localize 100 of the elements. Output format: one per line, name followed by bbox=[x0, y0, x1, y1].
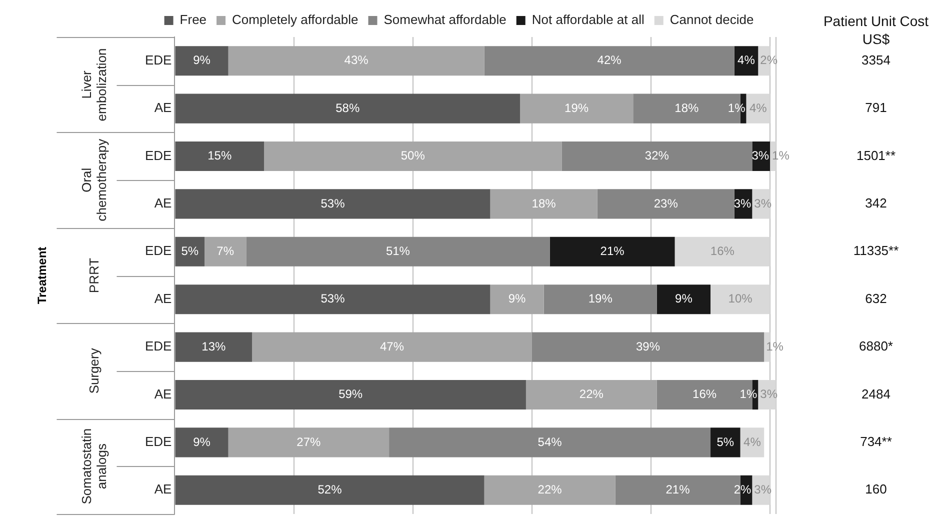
bar bbox=[246, 236, 550, 266]
bar bbox=[175, 332, 252, 362]
data-label: 43% bbox=[344, 53, 369, 68]
data-label: 52% bbox=[318, 482, 342, 496]
bar bbox=[175, 46, 228, 76]
bar bbox=[484, 46, 734, 76]
data-label: 58% bbox=[336, 100, 360, 115]
bar bbox=[228, 428, 390, 458]
data-label: 13% bbox=[202, 339, 226, 354]
bar bbox=[204, 236, 246, 266]
y-tick-label: AE bbox=[154, 196, 172, 211]
bar bbox=[520, 94, 634, 124]
data-label: 5% bbox=[181, 244, 199, 258]
data-label: 3% bbox=[754, 196, 772, 210]
bar bbox=[484, 475, 616, 505]
data-label: 21% bbox=[666, 482, 690, 496]
text: 791 bbox=[865, 100, 887, 116]
legend-label: Cannot decide bbox=[670, 12, 754, 28]
data-label: 16% bbox=[692, 387, 717, 402]
legend-label: Somewhat affordable bbox=[384, 12, 506, 28]
bar bbox=[710, 284, 770, 314]
text: 342 bbox=[865, 196, 887, 211]
data-label: 9% bbox=[193, 434, 211, 449]
text: 3354 bbox=[862, 52, 890, 68]
text: 160 bbox=[865, 482, 887, 497]
y-tick-label: AE bbox=[154, 386, 172, 402]
bar bbox=[264, 141, 562, 172]
data-label: 50% bbox=[400, 148, 426, 163]
text: 2484 bbox=[862, 386, 890, 402]
bar bbox=[175, 475, 484, 505]
data-label: 18% bbox=[532, 196, 556, 210]
data-label: 19% bbox=[588, 292, 613, 306]
text: PRRT bbox=[86, 258, 102, 294]
text: Patient Unit Cost US$ bbox=[823, 12, 929, 47]
y-tick-label: EDE bbox=[144, 52, 172, 68]
data-label: 23% bbox=[654, 196, 678, 210]
data-label: 27% bbox=[296, 434, 322, 449]
data-label: 4% bbox=[738, 53, 756, 68]
data-label: 4% bbox=[749, 100, 768, 115]
data-label: 19% bbox=[564, 100, 589, 115]
data-label: 54% bbox=[538, 434, 562, 449]
text: 6880* bbox=[859, 338, 893, 354]
bar bbox=[228, 46, 484, 76]
text: Somatostatin analogs bbox=[78, 428, 109, 504]
bar bbox=[175, 236, 204, 266]
data-label: 2% bbox=[760, 53, 778, 68]
legend-label: Completely affordable bbox=[232, 12, 358, 28]
text: 11335** bbox=[853, 243, 899, 258]
bar bbox=[746, 94, 770, 124]
data-label: 9% bbox=[675, 292, 693, 306]
text: Treatment bbox=[35, 246, 50, 304]
data-label: 21% bbox=[600, 244, 625, 258]
data-label: 2% bbox=[734, 482, 752, 496]
bar bbox=[550, 236, 675, 266]
legend-label: Free bbox=[180, 12, 207, 28]
y-tick-label: AE bbox=[154, 100, 172, 116]
bar bbox=[674, 236, 770, 266]
data-label: 22% bbox=[579, 387, 604, 402]
y-tick-label: AE bbox=[154, 290, 172, 306]
data-label: 9% bbox=[193, 53, 211, 68]
data-label: 7% bbox=[216, 244, 234, 258]
bar bbox=[656, 284, 711, 314]
bar bbox=[597, 189, 734, 219]
y-tick-label: EDE bbox=[144, 148, 172, 163]
data-label: 15% bbox=[208, 148, 232, 163]
bar bbox=[175, 94, 520, 124]
data-label: 9% bbox=[508, 292, 526, 306]
data-label: 3% bbox=[734, 196, 752, 210]
data-label: 3% bbox=[754, 482, 772, 496]
data-label: 3% bbox=[752, 148, 770, 163]
bar bbox=[544, 284, 657, 314]
text: 1501** bbox=[856, 148, 896, 163]
data-label: 22% bbox=[538, 482, 562, 496]
data-label: 47% bbox=[380, 339, 404, 354]
bar bbox=[389, 428, 711, 458]
bar bbox=[175, 189, 490, 219]
y-tick-label: EDE bbox=[144, 243, 172, 258]
bar bbox=[175, 284, 490, 314]
text: Liver embolization bbox=[78, 48, 109, 122]
bar bbox=[526, 380, 657, 410]
bar bbox=[252, 332, 532, 362]
data-label: 42% bbox=[597, 53, 622, 68]
text: Surgery bbox=[86, 348, 102, 394]
data-label: 39% bbox=[636, 339, 660, 354]
bar bbox=[710, 428, 740, 458]
data-label: 53% bbox=[320, 292, 346, 306]
y-tick-label: AE bbox=[154, 482, 172, 497]
data-label: 5% bbox=[716, 434, 734, 449]
legend-label: Not affordable at all bbox=[532, 12, 644, 28]
text: 632 bbox=[865, 290, 887, 306]
data-label: 4% bbox=[744, 434, 762, 449]
bar bbox=[175, 428, 228, 458]
data-label: 10% bbox=[728, 292, 753, 306]
bar bbox=[175, 380, 526, 410]
bar bbox=[562, 141, 752, 172]
data-label: 18% bbox=[674, 100, 700, 115]
data-label: 16% bbox=[710, 244, 735, 258]
data-label: 53% bbox=[320, 196, 346, 210]
y-tick-label: EDE bbox=[144, 434, 172, 450]
bar bbox=[532, 332, 764, 362]
